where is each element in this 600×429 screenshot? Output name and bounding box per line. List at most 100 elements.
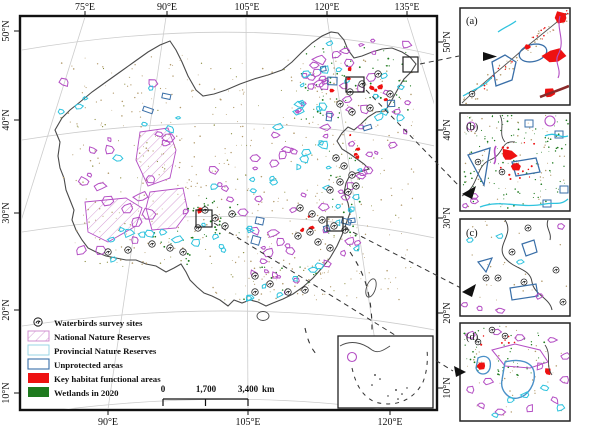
dust-dot: [274, 178, 277, 180]
wetland-dot: [477, 330, 480, 332]
wetland-dot: [517, 128, 520, 131]
dust-dot: [76, 123, 78, 125]
national-reserve-shape: [482, 377, 495, 386]
waterbird-site-icon: [559, 298, 567, 306]
wetland-dot: [305, 83, 307, 85]
dust-dot: [245, 285, 247, 287]
national-reserve-shape: [466, 121, 476, 131]
provincial-reserve-shape: [372, 93, 380, 99]
provincial-reserve-shape: [170, 235, 184, 244]
dust-dot: [253, 193, 255, 195]
wetland-dot: [547, 137, 549, 139]
zoom-extent-boxes: [195, 56, 419, 232]
national-reserve-shape: [161, 139, 171, 147]
wetland-dot: [537, 196, 539, 199]
provincial-reserve-shape: [118, 226, 126, 233]
wetland-dot: [312, 116, 314, 118]
wetland-dot: [473, 356, 476, 358]
site-circle: [559, 298, 567, 306]
legend-label: Wetlands in 2020: [54, 388, 119, 398]
wetland-dot: [369, 96, 371, 99]
dust-dot: [356, 145, 359, 147]
wetland-dot: [354, 84, 357, 87]
dust-dot: [146, 142, 148, 144]
waterbird-site-icon: [332, 154, 340, 162]
dust-dot: [413, 135, 415, 137]
dust-dot: [180, 260, 182, 262]
dust-dot: [250, 260, 252, 263]
dust-dot: [559, 243, 562, 246]
dust-dot: [179, 59, 181, 61]
dust-dot: [165, 88, 167, 89]
waterbird-site-icon: [211, 214, 219, 222]
dust-dot: [312, 121, 314, 123]
dust-dot: [139, 135, 141, 137]
dust-dot: [136, 158, 138, 160]
dust-dot: [546, 131, 548, 133]
dust-dot: [311, 154, 313, 156]
dust-dot: [220, 198, 223, 201]
legend-item-unprotected: Unprotected areas: [27, 358, 123, 370]
wetland-dot: [483, 327, 485, 329]
wetland-dot: [363, 47, 366, 49]
wetland-dot: [503, 117, 505, 119]
provincial-reserve-shape: [299, 82, 305, 88]
axis-label: 50°N: [1, 20, 12, 41]
axis-ticks: [14, 11, 443, 415]
wetland-dot: [560, 147, 563, 150]
axis-labels: 75°E 90°E 105°E 120°E 135°E 90°E 105°E 1…: [1, 2, 453, 428]
site-bird: [334, 156, 338, 160]
dust-dot: [359, 273, 361, 274]
dust-dot: [486, 264, 488, 266]
dust-dot: [315, 144, 317, 146]
waterbird-site-icon: [326, 244, 334, 252]
dust-dot: [234, 261, 237, 264]
waterbird-site-icon: [284, 288, 292, 296]
panel-c: (c): [459, 218, 571, 317]
wetland-dot: [548, 150, 550, 152]
dust-dot: [257, 105, 259, 107]
provincial-reserve-shape: [271, 122, 284, 131]
dust-dot: [233, 106, 235, 109]
dust-dot: [269, 291, 271, 293]
dust-dot: [224, 147, 226, 150]
axis-label: 30°N: [442, 207, 453, 228]
dust-dot: [412, 108, 414, 110]
unprotected-shape: [467, 147, 491, 188]
wetland-dot: [497, 370, 500, 372]
site-circle: [124, 246, 132, 254]
band-speckle: [543, 34, 545, 37]
dust-dot: [287, 59, 289, 61]
dust-dot: [183, 198, 185, 200]
dust-dot: [496, 358, 498, 360]
dust-dot: [170, 256, 172, 258]
dust-dot: [152, 150, 154, 152]
unprotected-shape: [518, 43, 548, 63]
dust-dot: [248, 277, 250, 279]
dust-dot: [224, 299, 226, 301]
dust-dot: [550, 174, 552, 176]
wetland-dot: [502, 124, 504, 126]
dust-dot: [470, 130, 473, 133]
dust-dot: [95, 219, 97, 221]
national-line: [493, 145, 497, 165]
provincial-reserve-shape: [164, 124, 175, 134]
dust-dot: [266, 74, 268, 76]
dust-dot: [198, 83, 201, 86]
dust-dot: [388, 278, 390, 280]
dust-dot: [333, 67, 335, 69]
national-reserve-shape: [292, 277, 300, 284]
axis-label: 120°E: [377, 417, 402, 428]
dust-dot: [349, 235, 351, 237]
dust-dot: [314, 73, 316, 75]
key-habitat-dot: [500, 341, 503, 344]
wetland-dot: [350, 203, 353, 206]
site-circle: [348, 108, 356, 116]
dust-dot: [288, 263, 291, 265]
wetland-dot: [392, 59, 394, 61]
wetland-dot: [342, 211, 345, 214]
key-habitat-dot: [506, 146, 509, 149]
dust-dot: [318, 259, 321, 261]
dust-dot: [206, 223, 208, 226]
axis-label: 40°N: [1, 109, 12, 130]
